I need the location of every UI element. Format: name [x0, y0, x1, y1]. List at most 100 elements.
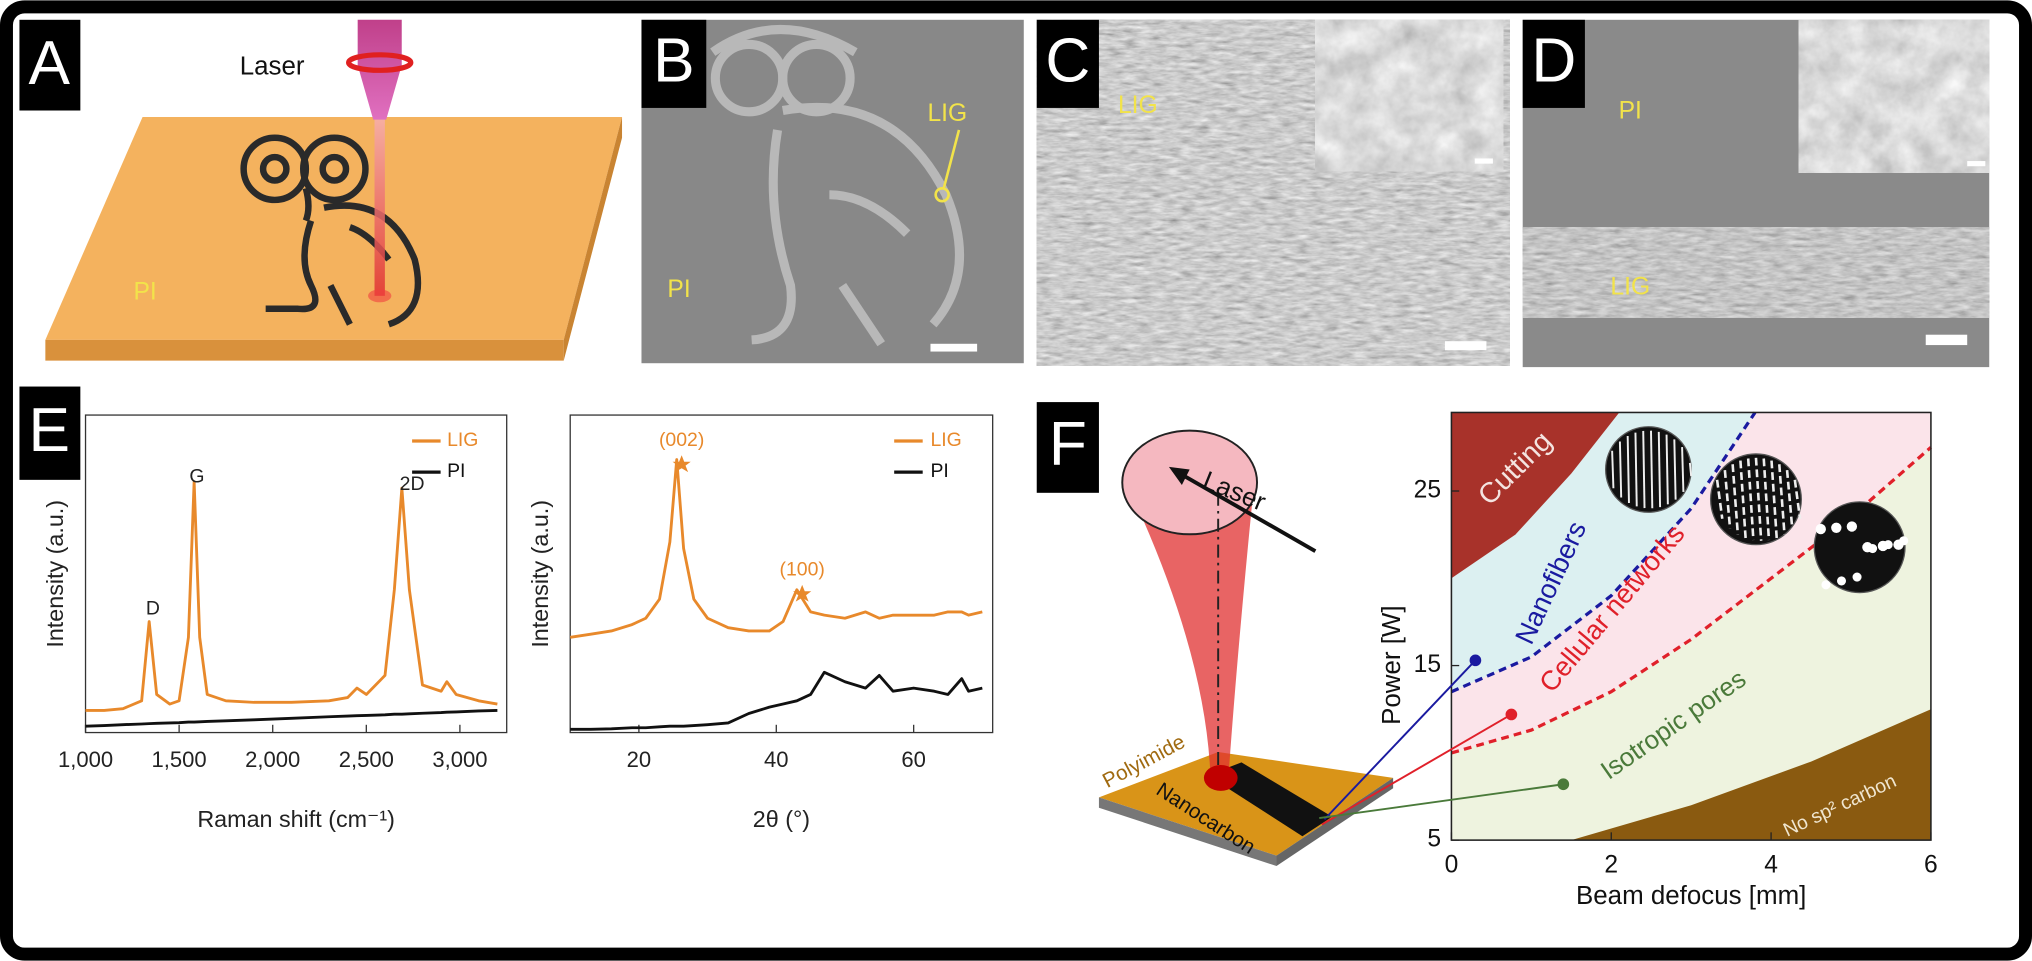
- fiber: [1688, 462, 1693, 477]
- x-tick-label: 1,500: [152, 747, 207, 772]
- panel-letter: E: [29, 396, 70, 465]
- fiber: [1778, 464, 1786, 535]
- scale-bar: [1474, 158, 1493, 164]
- panel-c: C LIG: [1036, 17, 1510, 366]
- panel-letter: C: [1045, 27, 1090, 96]
- plate: [1098, 751, 1394, 856]
- arrow: [1171, 467, 1317, 553]
- fiber: [1665, 434, 1669, 505]
- annotation: (002): [659, 429, 704, 451]
- fiber: [1618, 441, 1623, 498]
- panel-letter: A: [29, 29, 71, 98]
- fiber: [1650, 430, 1654, 509]
- x-tick-label: 40: [764, 747, 789, 772]
- legend-label: PI: [930, 460, 948, 482]
- label: Laser: [240, 53, 305, 81]
- x-tick-label: 2,500: [339, 747, 394, 772]
- label: PI: [1619, 97, 1642, 124]
- fiber: [1634, 432, 1638, 507]
- label: PI: [134, 279, 157, 306]
- substrate-edge: [45, 339, 564, 361]
- scale-bar: [930, 343, 978, 352]
- fiber: [1626, 435, 1630, 504]
- label: LIG: [1118, 92, 1158, 119]
- annotation: 2D: [400, 473, 425, 495]
- substrate: [45, 116, 623, 340]
- peak-marker: [672, 455, 691, 473]
- point: [1557, 778, 1570, 791]
- laser-spot: [1203, 764, 1238, 791]
- panel-letter-box: [641, 19, 707, 108]
- panel-letter-box: [19, 386, 81, 480]
- point: [1469, 654, 1482, 667]
- y-tick-label: 25: [1414, 477, 1441, 504]
- fiber: [1611, 450, 1615, 489]
- region-area: [1451, 412, 1620, 579]
- fiber: [1642, 430, 1646, 509]
- y-axis-label: Intensity (a.u.): [42, 500, 68, 648]
- leader-line: [1323, 659, 1477, 821]
- panel-letter: B: [653, 27, 694, 96]
- annotation: D: [146, 598, 160, 620]
- plate-edge: [1098, 797, 1277, 867]
- scale-bar: [1444, 341, 1487, 351]
- x-tick-label: 6: [1924, 852, 1938, 879]
- pore: [1821, 580, 1831, 590]
- marker: [934, 186, 950, 203]
- x-axis-label: Beam defocus [mm]: [1576, 882, 1806, 910]
- fiber: [1657, 431, 1662, 508]
- owl: [710, 25, 964, 347]
- nanocarbon-track: [1207, 762, 1333, 837]
- pore: [1831, 522, 1842, 533]
- series-line: [85, 480, 498, 712]
- panel-d: D PI LIG: [1522, 17, 1992, 368]
- fiber: [1754, 457, 1763, 541]
- label: LIG: [927, 100, 967, 127]
- y-axis-label: Power [W]: [1378, 605, 1406, 724]
- x-tick-label: 0: [1445, 852, 1459, 879]
- panel-letter: D: [1531, 27, 1576, 96]
- label: PI: [667, 276, 690, 303]
- legend-label: PI: [447, 460, 465, 482]
- laser-ring: [346, 52, 414, 73]
- substrate-side: [563, 116, 623, 361]
- inset: [1796, 17, 1992, 175]
- leader-line: [1321, 713, 1512, 826]
- panel-letter-box: [1036, 402, 1099, 493]
- plot-frame: [569, 414, 994, 734]
- leader: [942, 129, 961, 190]
- x-tick-label: 2: [1604, 852, 1618, 879]
- annotation: G: [189, 465, 204, 487]
- line-chart: 1,000 1,500 2,000 2,500 3,000 Raman shift (cm…: [42, 414, 508, 832]
- plot-frame: [84, 414, 508, 734]
- laser-spot: [368, 289, 392, 303]
- panel-letter-box: [19, 19, 81, 111]
- pore: [1846, 521, 1858, 532]
- fiber: [1770, 460, 1778, 539]
- fiber: [1715, 479, 1724, 519]
- panel-letter-box: [1036, 19, 1099, 108]
- beam-top: [1121, 429, 1259, 536]
- y-tick-label: 5: [1427, 826, 1441, 853]
- pore: [1868, 544, 1878, 554]
- line-chart: 20 40 60 2θ (°) Intensity (a.u.) LIG PI (002) (1…: [527, 414, 994, 832]
- region-area: [1571, 709, 1931, 841]
- x-tick-label: 4: [1764, 852, 1778, 879]
- fiber: [1746, 458, 1755, 541]
- y-tick-label: 15: [1414, 651, 1441, 678]
- fiber: [1793, 479, 1802, 519]
- x-tick-label: 2,000: [245, 747, 300, 772]
- series-line: [85, 708, 498, 728]
- fiber: [1739, 460, 1747, 539]
- fiber: [1681, 447, 1685, 492]
- inset: [1313, 17, 1506, 174]
- texture-disc: [1709, 453, 1802, 546]
- texture-disc: [1604, 426, 1692, 513]
- label: LIG: [1610, 274, 1650, 301]
- y-axis-label: Intensity (a.u.): [527, 500, 553, 648]
- annotation: (100): [780, 559, 825, 581]
- legend-label: LIG: [447, 429, 478, 451]
- lig-layer: [1522, 227, 1990, 318]
